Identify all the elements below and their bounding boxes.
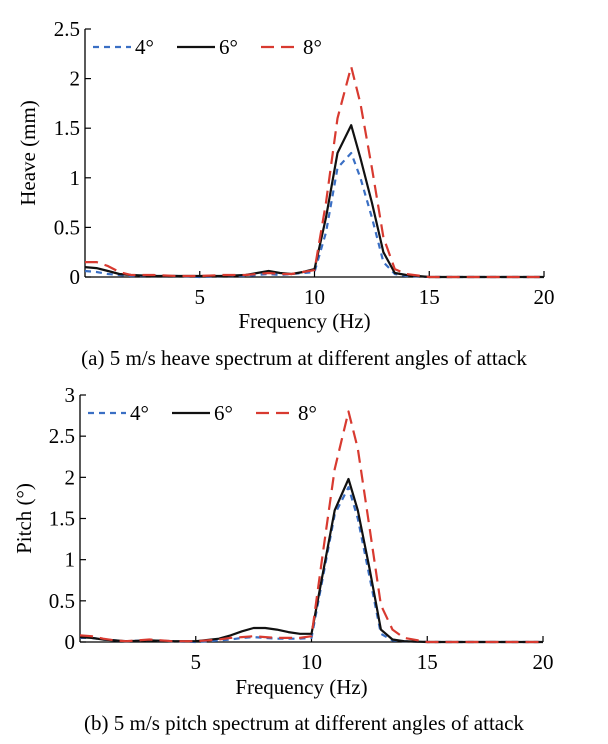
series-line-8deg (79, 410, 543, 644)
y-tick-label: 1.5 (54, 116, 80, 140)
y-tick-label: 1 (70, 166, 81, 190)
x-tick-label: 10 (301, 650, 322, 674)
figure-caption: (a) 5 m/s heave spectrum at different an… (81, 346, 527, 370)
x-tick-label: 10 (304, 285, 325, 309)
series-line-4deg (80, 486, 543, 644)
x-axis-label: Frequency (Hz) (238, 309, 370, 333)
series-line-4deg (84, 151, 544, 279)
series-line-6deg (79, 477, 543, 644)
x-axis-label: Frequency (Hz) (235, 675, 367, 699)
y-tick-label: 2.5 (54, 17, 80, 41)
x-tick-label: 5 (191, 650, 202, 674)
x-tick-label: 15 (417, 650, 438, 674)
legend-label: 4° (135, 35, 154, 59)
y-tick-label: 2.5 (49, 424, 75, 448)
legend-label: 6° (214, 401, 233, 425)
x-tick-label: 5 (195, 285, 206, 309)
y-tick-label: 3 (65, 383, 76, 407)
x-tick-label: 20 (534, 285, 555, 309)
legend-label: 8° (298, 401, 317, 425)
y-tick-label: 0.5 (49, 589, 75, 613)
legend-label: 6° (219, 35, 238, 59)
y-tick-label: 0 (65, 630, 76, 654)
y-tick-label: 1 (65, 548, 76, 572)
x-tick-label: 20 (533, 650, 554, 674)
y-tick-label: 0.5 (54, 215, 80, 239)
series-line-6deg (84, 124, 544, 279)
legend-label: 8° (303, 35, 322, 59)
y-axis-label: Pitch (°) (12, 483, 36, 554)
y-tick-label: 0 (70, 265, 81, 289)
y-tick-label: 2 (70, 67, 81, 91)
y-tick-label: 2 (65, 465, 76, 489)
y-axis-label: Heave (mm) (16, 100, 40, 206)
x-tick-label: 15 (419, 285, 440, 309)
series-line-8deg (85, 65, 544, 279)
legend-label: 4° (130, 401, 149, 425)
figure-caption: (b) 5 m/s pitch spectrum at different an… (84, 711, 524, 735)
y-tick-label: 1.5 (49, 507, 75, 531)
